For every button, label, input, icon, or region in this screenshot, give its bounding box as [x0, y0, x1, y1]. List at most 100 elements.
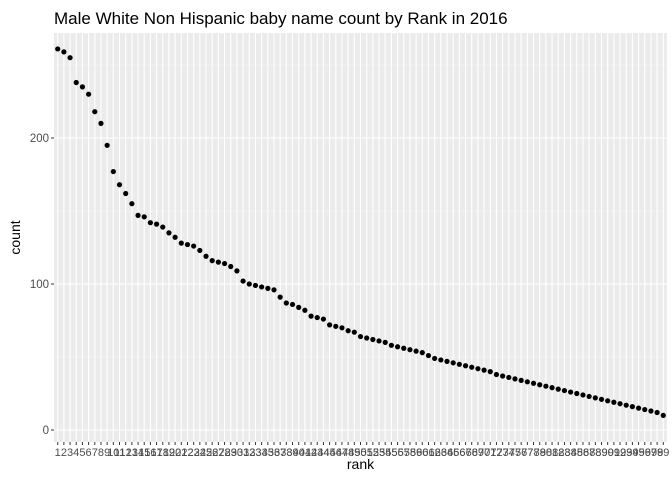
data-point	[123, 190, 129, 197]
x-tick-label: 10	[107, 447, 119, 459]
x-tick-label: 50	[354, 447, 366, 459]
x-tick-label: 27	[212, 447, 224, 459]
data-points	[55, 46, 666, 418]
x-tick-label: 21	[175, 447, 187, 459]
data-point	[512, 376, 518, 382]
x-tick-label: 54	[379, 447, 391, 459]
data-point	[506, 374, 512, 381]
y-axis-title: count	[7, 220, 23, 254]
data-point	[55, 46, 61, 52]
data-point	[92, 109, 98, 115]
data-point	[555, 386, 561, 392]
x-tick-label: 30	[231, 447, 243, 459]
data-point	[339, 325, 345, 331]
x-tick-label: 16	[144, 447, 156, 459]
grid-lines	[54, 33, 667, 442]
y-tick-label: 100	[30, 279, 49, 291]
x-tick-label: 80	[540, 447, 552, 459]
x-tick-label: 69	[472, 447, 484, 459]
data-point	[327, 322, 333, 328]
data-point	[283, 300, 289, 306]
x-tick-label: 49	[348, 447, 360, 459]
x-tick-label: 11	[114, 447, 125, 459]
data-point	[660, 412, 666, 418]
data-point	[357, 333, 364, 340]
data-point	[500, 373, 506, 379]
data-point	[425, 352, 432, 359]
data-point	[654, 409, 660, 416]
data-point	[191, 243, 197, 249]
x-tick-label: 38	[280, 447, 292, 459]
x-tick-label: 60	[416, 447, 428, 459]
data-point	[475, 366, 481, 372]
x-tick-label: 22	[181, 447, 193, 459]
x-tick-label: 31	[237, 447, 249, 459]
x-tick-label: 92	[614, 447, 626, 459]
x-tick-label: 35	[262, 447, 274, 459]
data-point	[394, 344, 401, 350]
x-tick-label: 4	[73, 447, 79, 459]
x-tick-label: 98	[651, 447, 663, 459]
x-tick-label: 58	[404, 447, 416, 459]
x-tick-label: 85	[571, 447, 583, 459]
data-point	[351, 329, 357, 335]
x-tick-label: 87	[583, 447, 595, 459]
x-tick-label: 8	[98, 447, 104, 459]
x-tick-label: 95	[632, 447, 644, 459]
data-point	[296, 304, 302, 310]
x-tick-label: 18	[157, 447, 169, 459]
x-tick-label: 53	[373, 447, 385, 459]
data-point	[635, 405, 642, 411]
data-point	[104, 142, 110, 148]
data-point	[518, 377, 524, 383]
data-point	[432, 355, 438, 362]
x-tick-label: 14	[132, 447, 144, 459]
x-tick-label: 67	[459, 447, 471, 459]
chart-title: Male White Non Hispanic baby name count …	[54, 9, 508, 28]
data-point	[67, 55, 73, 61]
x-tick-label: 44	[317, 447, 329, 459]
data-point	[86, 91, 92, 97]
data-point	[234, 268, 240, 274]
x-tick-label: 89	[595, 447, 607, 459]
x-tick-label: 70	[478, 447, 490, 459]
x-tick-label: 6	[86, 447, 92, 459]
data-point	[302, 307, 308, 313]
data-point	[561, 387, 568, 394]
data-point	[265, 285, 271, 291]
x-tick-label: 17	[150, 447, 162, 459]
data-point	[370, 336, 376, 343]
data-point	[617, 401, 623, 407]
x-tick-label: 7	[92, 447, 98, 459]
data-point	[382, 339, 388, 345]
data-point	[364, 335, 370, 341]
data-point	[271, 287, 277, 293]
x-tick-label: 94	[626, 447, 638, 459]
data-point	[543, 383, 549, 389]
x-tick-label: 78	[527, 447, 539, 459]
x-tick-label: 26	[206, 447, 218, 459]
x-tick-label: 77	[521, 447, 533, 459]
data-point	[419, 350, 425, 356]
data-point	[320, 316, 327, 322]
data-point	[160, 224, 166, 230]
data-point	[178, 240, 184, 246]
x-tick-label: 83	[558, 447, 570, 459]
data-point	[73, 79, 79, 86]
data-point	[648, 408, 654, 414]
data-point	[438, 357, 444, 363]
x-tick-label: 48	[342, 447, 354, 459]
x-tick-label: 99	[657, 447, 669, 459]
x-tick-label: 57	[398, 447, 410, 459]
data-point	[376, 338, 382, 344]
x-tick-label: 2	[61, 447, 67, 459]
data-point	[172, 234, 178, 240]
x-tick-label: 47	[336, 447, 348, 459]
x-tick-label: 52	[367, 447, 379, 459]
x-tick-label: 19	[163, 447, 175, 459]
x-tick-label: 74	[503, 447, 515, 459]
x-tick-label: 90	[602, 447, 614, 459]
data-point	[252, 282, 259, 289]
x-tick-label: 61	[422, 447, 434, 459]
x-tick-label: 59	[410, 447, 422, 459]
